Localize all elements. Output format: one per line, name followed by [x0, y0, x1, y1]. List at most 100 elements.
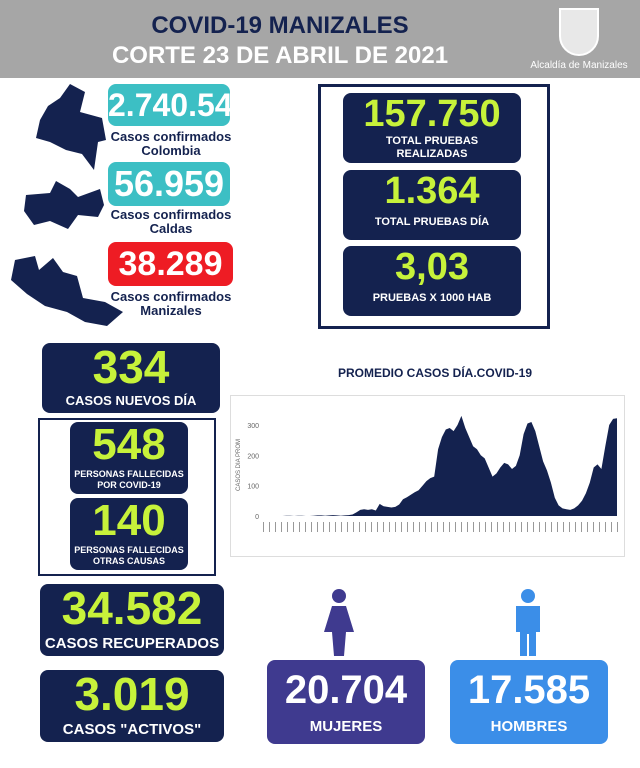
tests-value: 157.750 [363, 93, 501, 135]
x-tick-mark [575, 522, 576, 532]
confirmed-region: Manizales [140, 303, 202, 318]
x-tick-mark [407, 522, 408, 532]
x-tick-mark [263, 522, 264, 532]
x-tick-mark [389, 522, 390, 532]
x-tick-mark [269, 522, 270, 532]
recovered-value: 34.582 [61, 582, 203, 634]
x-tick-mark [281, 522, 282, 532]
active-value: 3.019 [74, 668, 190, 720]
x-tick-mark [425, 522, 426, 532]
x-tick-mark [497, 522, 498, 532]
new-cases-value: 334 [92, 341, 170, 393]
x-tick-mark [563, 522, 564, 532]
x-tick-mark [299, 522, 300, 532]
x-tick-mark [587, 522, 588, 532]
y-tick-label: 300 [247, 423, 259, 430]
men-value: 17.585 [467, 668, 591, 712]
chart-title: PROMEDIO CASOS DÍA.COVID-19 [337, 366, 533, 380]
x-tick-mark [581, 522, 582, 532]
men-card: 17.585 HOMBRES [450, 660, 608, 744]
x-tick-mark [539, 522, 540, 532]
x-tick-mark [443, 522, 444, 532]
active-label: CASOS "ACTIVOS" [62, 721, 202, 738]
tests-card: 157.750 TOTAL PRUEBAS REALIZADAS [343, 93, 521, 163]
x-tick-mark [509, 522, 510, 532]
confirmed-label: Casos confirmados [110, 129, 232, 144]
x-tick-mark [533, 522, 534, 532]
chart-frame: 0 100 200 300 CASOS DIA PROM [230, 395, 625, 557]
x-tick-mark [557, 522, 558, 532]
tests-label: TOTAL PRUEBAS REALIZADAS [385, 135, 479, 160]
x-tick-mark [401, 522, 402, 532]
women-card: 20.704 MUJERES [267, 660, 425, 744]
colombia-map-icon [36, 84, 106, 170]
confirmed-label: Casos confirmados [110, 289, 232, 304]
x-tick-mark [347, 522, 348, 532]
women-value: 20.704 [284, 668, 408, 712]
x-tick-mark [359, 522, 360, 532]
y-tick-label: 0 [255, 514, 259, 521]
deaths-panel [38, 418, 216, 576]
new-cases-label: CASOS NUEVOS DÍA [65, 393, 197, 408]
male-icon [516, 589, 540, 656]
deaths-other-card: 140 PERSONAS FALLECIDAS OTRAS CAUSAS [70, 498, 188, 570]
tests-label: PRUEBAS X 1000 HAB [372, 292, 492, 304]
deaths-other-label: PERSONAS FALLECIDAS OTRAS CAUSAS [74, 545, 184, 566]
x-tick-mark [527, 522, 528, 532]
shield-icon [559, 8, 599, 56]
tests-card: 3,03 PRUEBAS X 1000 HAB [343, 246, 521, 316]
x-tick-mark [365, 522, 366, 532]
x-tick-mark [617, 522, 618, 532]
x-tick-mark [323, 522, 324, 532]
page-title: COVID-19 MANIZALES [151, 12, 409, 39]
tests-panel [318, 84, 550, 329]
logo: Alcaldía de Manizales [524, 8, 634, 74]
x-tick-mark [503, 522, 504, 532]
x-tick-mark [467, 522, 468, 532]
active-card: 3.019 CASOS "ACTIVOS" [40, 670, 224, 742]
women-label: MUJERES [309, 718, 383, 735]
page-subtitle: CORTE 23 DE ABRIL DE 2021 [111, 42, 449, 69]
deaths-covid-value: 548 [92, 420, 166, 469]
x-tick-mark [395, 522, 396, 532]
tests-label: TOTAL PRUEBAS DÍA [374, 216, 490, 228]
x-tick-mark [311, 522, 312, 532]
x-tick-mark [419, 522, 420, 532]
x-tick-mark [545, 522, 546, 532]
x-tick-mark [593, 522, 594, 532]
confirmed-value-badge: 56.959 [108, 162, 230, 206]
tests-value: 3,03 [395, 246, 469, 288]
x-tick-mark [611, 522, 612, 532]
x-tick-mark [437, 522, 438, 532]
x-tick-mark [413, 522, 414, 532]
x-tick-mark [287, 522, 288, 532]
series-area [263, 415, 617, 516]
x-tick-mark [383, 522, 384, 532]
x-tick-mark [551, 522, 552, 532]
x-tick-mark [479, 522, 480, 532]
x-tick-mark [293, 522, 294, 532]
x-tick-mark [605, 522, 606, 532]
x-tick-mark [305, 522, 306, 532]
new-cases-card: 334 CASOS NUEVOS DÍA [42, 343, 220, 413]
x-tick-mark [449, 522, 450, 532]
confirmed-label: Casos confirmados [110, 207, 232, 222]
logo-text: Alcaldía de Manizales [530, 60, 628, 71]
confirmed-value-badge: 38.289 [108, 242, 233, 286]
confirmed-region: Colombia [141, 143, 201, 158]
x-tick-mark [521, 522, 522, 532]
x-tick-mark [569, 522, 570, 532]
men-label: HOMBRES [490, 718, 568, 735]
x-tick-mark [353, 522, 354, 532]
recovered-label: CASOS RECUPERADOS [44, 635, 220, 652]
tests-value: 1.364 [384, 170, 480, 212]
x-tick-mark [461, 522, 462, 532]
x-tick-mark [335, 522, 336, 532]
header-banner: COVID-19 MANIZALES CORTE 23 DE ABRIL DE … [0, 0, 640, 78]
x-tick-mark [473, 522, 474, 532]
x-tick-mark [515, 522, 516, 532]
y-tick-label: 200 [247, 453, 259, 460]
x-tick-mark [275, 522, 276, 532]
female-icon [324, 589, 354, 656]
recovered-card: 34.582 CASOS RECUPERADOS [40, 584, 224, 656]
